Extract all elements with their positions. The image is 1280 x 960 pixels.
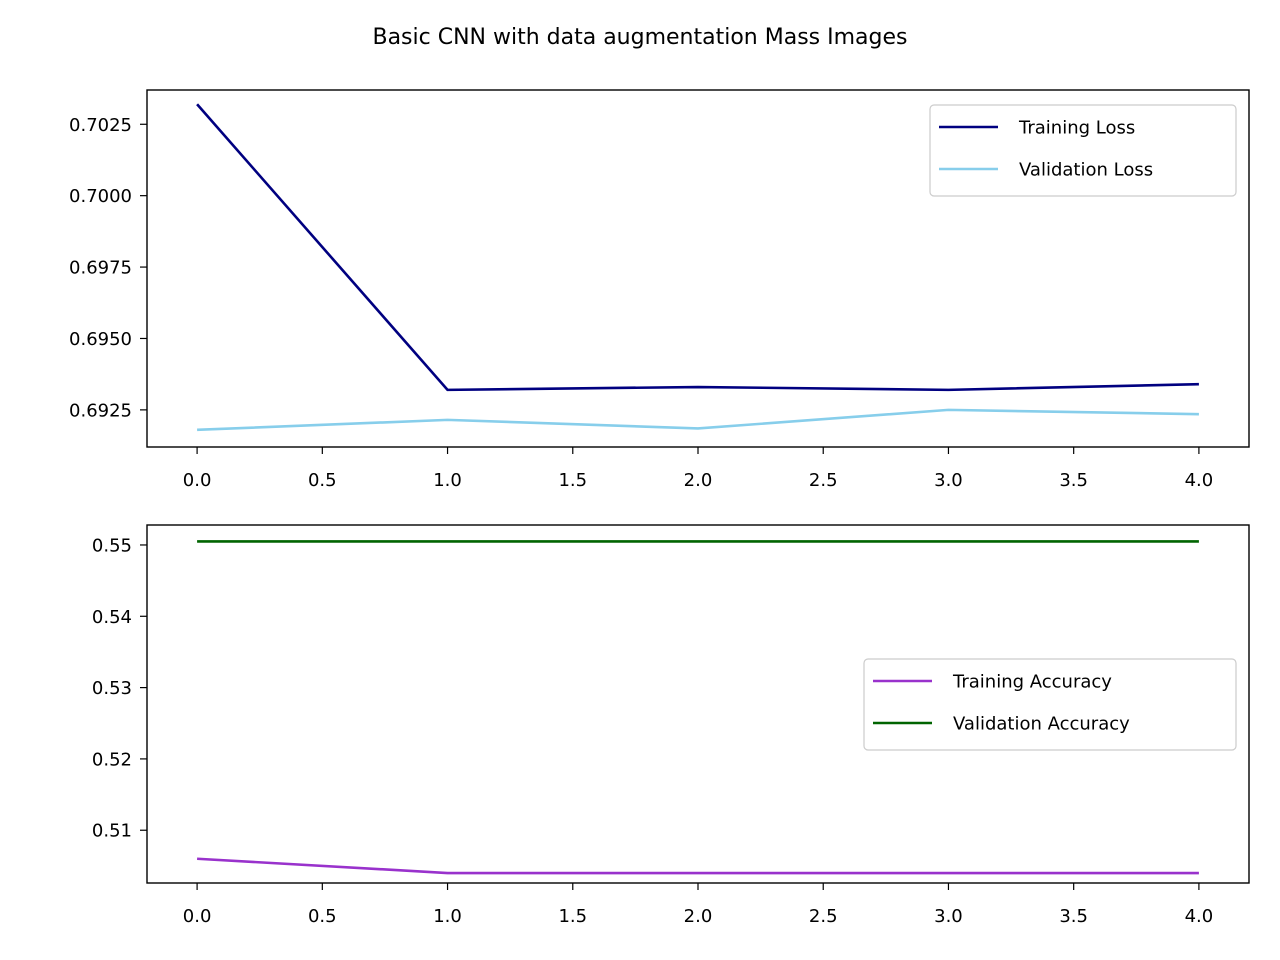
legend: Training Accuracy Validation Accuracy [863,658,1237,751]
x-tick-label: 0.5 [308,906,337,927]
x-tick-label: 1.5 [558,906,587,927]
x-tick-label: 2.5 [809,906,838,927]
y-tick-label: 0.6975 [69,258,132,279]
x-tick-label: 3.5 [1059,470,1088,491]
x-tick-label: 1.0 [433,470,462,491]
accuracy-subplot: 0.0 0.5 1.0 1.5 2.0 2.5 3.0 3.5 4.0 0.51 0.52 0.53 0… [92,524,1250,927]
legend-label-training-loss: Training Loss [1018,118,1135,139]
x-tick-label: 1.5 [558,470,587,491]
y-tick-label: 0.6950 [69,329,132,350]
y-tick-label: 0.54 [92,607,132,628]
y-tick-label: 0.7000 [69,186,132,207]
y-tick-label: 0.52 [92,749,132,770]
x-tick-label: 2.5 [809,470,838,491]
y-tick-label: 0.51 [92,821,132,842]
y-tick-label: 0.53 [92,678,132,699]
y-tick-label: 0.55 [92,535,132,556]
loss-subplot: 0.0 0.5 1.0 1.5 2.0 2.5 3.0 3.5 4.0 0.6925 0.6950 0… [69,89,1250,491]
series-line-training-loss [196,103,1199,392]
x-tick-label: 0.0 [183,470,212,491]
x-tick-label: 2.0 [684,906,713,927]
series-line-training-accuracy [197,857,1199,875]
x-tick-label: 4.0 [1185,470,1214,491]
legend-label-validation-loss: Validation Loss [1019,160,1153,181]
x-tick-label: 1.0 [433,906,462,927]
figure-title: Basic CNN with data augmentation Mass Im… [372,25,907,50]
series-line-validation-loss [197,408,1199,432]
legend-label-training-accuracy: Training Accuracy [952,672,1112,693]
legend: Training Loss Validation Loss [929,104,1237,197]
x-tick-label: 3.0 [934,470,963,491]
legend-frame [863,658,1237,751]
x-tick-label: 0.5 [308,470,337,491]
legend-label-validation-accuracy: Validation Accuracy [953,714,1130,735]
y-tick-label: 0.6925 [69,400,132,421]
x-tick-label: 3.5 [1059,906,1088,927]
x-tick-label: 0.0 [183,906,212,927]
y-tick-label: 0.7025 [69,115,132,136]
x-tick-label: 2.0 [684,470,713,491]
x-tick-label: 3.0 [934,906,963,927]
x-tick-label: 4.0 [1185,906,1214,927]
legend-frame [929,104,1237,197]
